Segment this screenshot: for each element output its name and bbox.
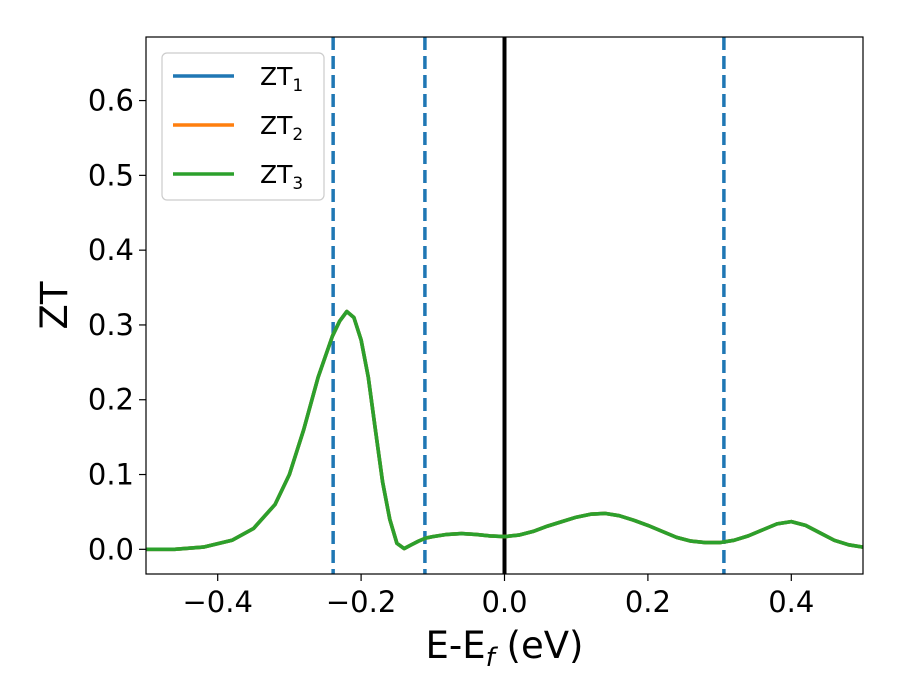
vertical-lines [331, 37, 726, 574]
y-tick-label: 0.6 [88, 84, 134, 118]
series-line-zt3 [146, 309, 864, 552]
y-axis-label: ZT [33, 281, 76, 329]
y-tick-label: 0.5 [88, 158, 134, 192]
x-axis-label-main: E-E [426, 624, 486, 667]
y-tick-label: 0.2 [88, 383, 134, 417]
x-tick-label: 0.0 [481, 585, 527, 619]
x-tick-label: −0.4 [182, 585, 252, 619]
y-tick-label: 0.0 [88, 532, 134, 566]
y-tick-label: 0.4 [88, 233, 134, 267]
x-axis-ticks: −0.4 −0.2 0.0 0.2 0.4 [182, 574, 814, 619]
series-lines [146, 309, 864, 552]
y-tick-label: 0.1 [88, 458, 134, 492]
legend-box [161, 52, 325, 201]
legend-label-zt1: ZT1 [260, 62, 303, 96]
x-tick-label: −0.2 [326, 585, 396, 619]
y-tick-label: 0.3 [88, 308, 134, 342]
legend: ZT1 ZT2 ZT3 [161, 52, 325, 201]
x-tick-label: 0.4 [768, 585, 814, 619]
legend-label-zt3: ZT3 [260, 160, 303, 194]
legend-label-zt2: ZT2 [260, 111, 303, 145]
x-axis-label: E-Ef (eV) [426, 624, 584, 673]
x-tick-label: 0.2 [625, 585, 671, 619]
y-axis-ticks: 0.0 0.1 0.2 0.3 0.4 0.5 0.6 [88, 84, 146, 566]
x-axis-label-unit: (eV) [495, 624, 584, 667]
